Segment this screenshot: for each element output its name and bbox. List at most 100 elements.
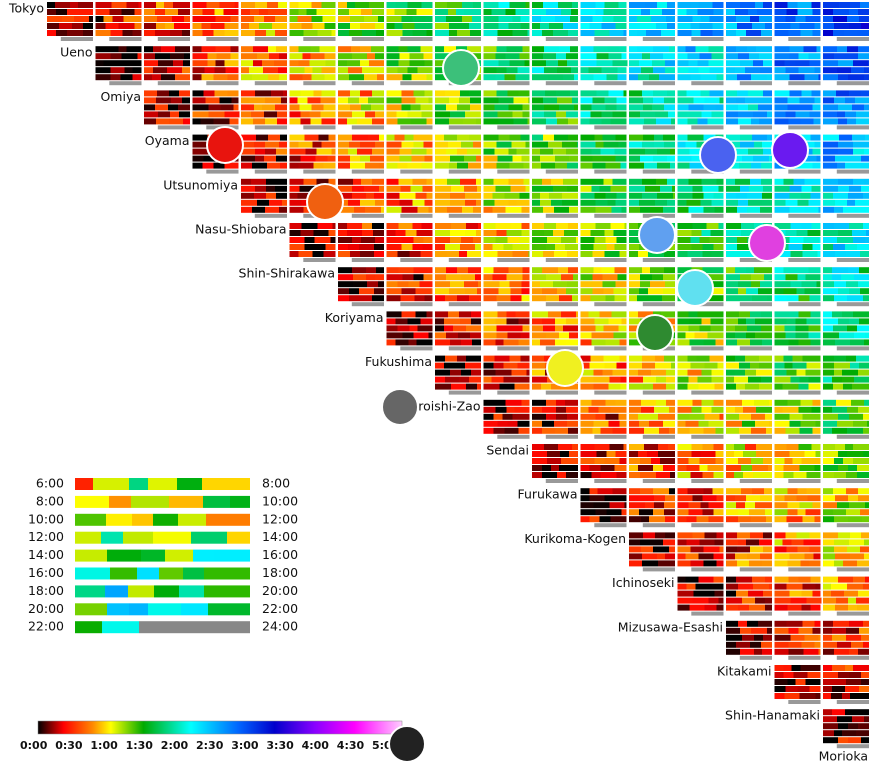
tile-cell xyxy=(649,74,659,81)
tile-cell xyxy=(742,399,754,406)
tile-nodata xyxy=(545,37,578,41)
station-label: Furukawa xyxy=(517,487,577,502)
tile-cell xyxy=(749,53,759,60)
tile-cell xyxy=(823,730,834,737)
tile-cell xyxy=(491,9,506,15)
tile-cell xyxy=(788,30,801,36)
tile-cell xyxy=(846,472,857,478)
tile-cell xyxy=(324,23,336,29)
legend-bar xyxy=(105,585,128,598)
tile-cell xyxy=(700,199,712,206)
tile-cell xyxy=(784,60,796,67)
tile-cell xyxy=(157,90,169,97)
tile-cell xyxy=(697,9,714,15)
tile-cell xyxy=(789,237,804,243)
tile-cell xyxy=(759,362,772,369)
tile-cell xyxy=(483,67,497,74)
tile-cell xyxy=(782,406,799,413)
tile-cell xyxy=(386,30,403,36)
tile-cell xyxy=(834,369,842,376)
tile-cell xyxy=(677,134,688,141)
tile-cell xyxy=(156,97,171,104)
tile-cell xyxy=(686,516,697,523)
legend-bar xyxy=(208,603,250,616)
tile-cell xyxy=(806,318,821,325)
tile-cell xyxy=(569,206,578,213)
tile-cell xyxy=(532,53,543,60)
tile-cell xyxy=(600,148,615,155)
tile-cell xyxy=(726,413,739,420)
tile-cell xyxy=(677,2,691,8)
tile-cell xyxy=(398,178,413,185)
tile-cell xyxy=(435,178,447,185)
tile-cell xyxy=(411,155,425,162)
tile-cell xyxy=(812,148,821,155)
tile-cell xyxy=(374,244,384,250)
tile-cell xyxy=(639,509,653,516)
tile-cell xyxy=(654,495,665,502)
tile-cell xyxy=(338,155,350,162)
tile-cell xyxy=(543,325,555,332)
tile-cell xyxy=(685,420,699,427)
tile-cell xyxy=(845,53,858,60)
tile-cell xyxy=(726,634,742,641)
tile-cell xyxy=(774,178,784,185)
tile-cell xyxy=(638,465,653,471)
tile-cell xyxy=(823,686,832,692)
tile-cell xyxy=(774,281,791,288)
tile-cell xyxy=(864,178,869,185)
tile-cell xyxy=(629,148,645,155)
tile-cell xyxy=(629,406,641,413)
tile-cell xyxy=(210,23,225,29)
marker xyxy=(388,725,426,763)
tile-cell xyxy=(224,23,239,29)
tile-cell xyxy=(708,516,724,523)
tile-cell xyxy=(726,53,738,60)
tile-cell xyxy=(435,141,448,148)
tile-cell xyxy=(786,546,798,553)
tile-cell xyxy=(580,223,596,229)
tile-cell xyxy=(347,223,362,229)
tile-cell xyxy=(738,458,751,464)
tile-cell xyxy=(861,672,869,678)
tile-cell xyxy=(435,148,446,155)
tile-cell xyxy=(445,376,459,383)
tile-cell xyxy=(752,134,767,141)
tile-cell xyxy=(319,46,336,53)
tile-cell xyxy=(263,67,278,74)
tile-cell xyxy=(505,53,520,60)
legend-start: 14:00 xyxy=(28,547,64,562)
tile-cell xyxy=(252,74,268,81)
tile-cell xyxy=(782,383,799,390)
tile-cell xyxy=(315,155,328,162)
tile-cell xyxy=(275,16,287,22)
tile-cell xyxy=(366,192,374,199)
tile-cell xyxy=(787,2,798,8)
tile-cell xyxy=(241,111,251,118)
tile-cell xyxy=(155,30,170,36)
tile-cell xyxy=(593,420,609,427)
tile-cell xyxy=(353,281,367,288)
tile-cell xyxy=(459,251,467,257)
tile-cell xyxy=(95,53,111,60)
tile-cell xyxy=(863,192,869,199)
tile-cell xyxy=(860,546,869,553)
tile-cell xyxy=(703,206,715,213)
legend-bar xyxy=(75,585,105,598)
tile-cell xyxy=(241,162,252,169)
tile-cell xyxy=(810,311,821,318)
tile-cell xyxy=(805,16,821,22)
tile-cell xyxy=(629,311,638,318)
tile-cell xyxy=(466,325,481,332)
tile-cell xyxy=(738,539,746,546)
tile-cell xyxy=(447,178,460,185)
tile-cell xyxy=(289,118,301,125)
tile-cell xyxy=(629,332,641,339)
tile-cell xyxy=(271,90,283,97)
tile-cell xyxy=(837,162,845,169)
tile-cell xyxy=(605,162,621,169)
tile-cell xyxy=(665,67,675,74)
tile-cell xyxy=(815,451,821,457)
tile-cell xyxy=(687,251,703,257)
tile-cell xyxy=(255,155,264,162)
